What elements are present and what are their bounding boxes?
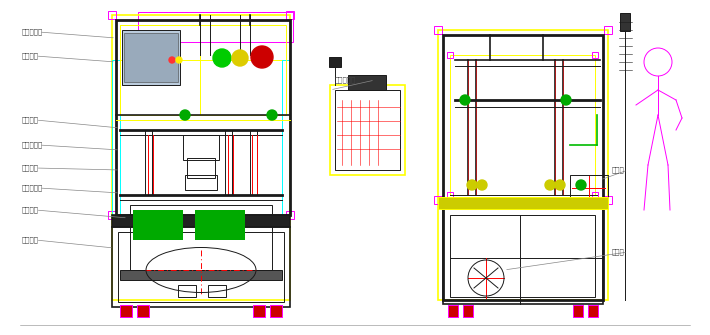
Circle shape bbox=[232, 50, 248, 66]
Bar bbox=[286, 11, 294, 19]
Bar bbox=[118, 232, 284, 302]
Circle shape bbox=[251, 46, 273, 68]
Text: 设备台架: 设备台架 bbox=[22, 237, 39, 243]
Bar bbox=[187, 158, 215, 178]
Text: 底座对话板: 底座对话板 bbox=[22, 185, 43, 191]
Bar bbox=[434, 26, 442, 34]
Text: 顶面压紧杆: 顶面压紧杆 bbox=[22, 142, 43, 148]
Bar bbox=[133, 210, 183, 240]
Text: 漏测检测仪: 漏测检测仪 bbox=[22, 29, 43, 35]
Bar bbox=[112, 227, 290, 307]
Bar bbox=[112, 215, 290, 227]
Circle shape bbox=[555, 180, 565, 190]
Circle shape bbox=[460, 95, 470, 105]
Bar bbox=[573, 305, 583, 317]
Bar bbox=[120, 305, 132, 317]
Bar bbox=[335, 90, 400, 170]
Bar bbox=[330, 85, 405, 175]
Bar bbox=[463, 305, 473, 317]
Bar bbox=[443, 209, 603, 304]
Circle shape bbox=[576, 180, 586, 190]
Bar bbox=[124, 33, 178, 82]
Bar bbox=[450, 55, 595, 195]
Text: 防护罩材: 防护罩材 bbox=[22, 53, 39, 59]
Bar bbox=[448, 305, 458, 317]
Bar bbox=[138, 12, 293, 42]
Bar bbox=[137, 305, 149, 317]
Bar bbox=[178, 285, 196, 297]
Bar bbox=[447, 192, 453, 198]
Bar bbox=[282, 60, 290, 215]
Bar bbox=[120, 25, 200, 115]
Bar bbox=[130, 205, 272, 270]
Circle shape bbox=[467, 180, 477, 190]
Text: 设备立柱: 设备立柱 bbox=[22, 165, 39, 171]
Circle shape bbox=[169, 57, 175, 63]
Bar bbox=[592, 52, 598, 58]
Circle shape bbox=[545, 180, 555, 190]
Circle shape bbox=[561, 95, 571, 105]
Circle shape bbox=[267, 110, 277, 120]
Bar bbox=[185, 175, 217, 190]
Circle shape bbox=[477, 180, 487, 190]
Text: 送料机座: 送料机座 bbox=[22, 207, 39, 213]
Text: 储气罐: 储气罐 bbox=[612, 249, 625, 255]
Bar bbox=[270, 305, 282, 317]
Bar bbox=[120, 25, 286, 115]
Bar bbox=[450, 215, 595, 297]
Bar bbox=[329, 57, 341, 67]
Bar bbox=[108, 11, 116, 19]
Bar bbox=[116, 20, 290, 215]
Bar bbox=[122, 30, 180, 85]
Text: 电气柜: 电气柜 bbox=[612, 167, 625, 173]
Bar bbox=[447, 52, 453, 58]
Bar bbox=[208, 285, 226, 297]
Circle shape bbox=[180, 110, 190, 120]
Bar bbox=[195, 210, 245, 240]
Bar bbox=[588, 305, 598, 317]
Bar bbox=[592, 192, 598, 198]
Bar bbox=[443, 35, 603, 300]
Bar bbox=[108, 211, 116, 219]
Circle shape bbox=[213, 49, 231, 67]
Bar bbox=[570, 175, 608, 205]
Bar bbox=[286, 211, 294, 219]
Bar bbox=[112, 60, 120, 215]
Bar bbox=[183, 135, 219, 160]
Bar bbox=[112, 15, 290, 300]
Circle shape bbox=[176, 57, 182, 63]
Bar bbox=[604, 196, 612, 204]
Bar bbox=[620, 13, 630, 31]
Bar bbox=[120, 270, 282, 280]
Bar bbox=[438, 197, 608, 209]
Text: 一操作面板: 一操作面板 bbox=[335, 77, 356, 83]
Bar bbox=[604, 26, 612, 34]
Bar bbox=[253, 305, 265, 317]
Bar bbox=[438, 30, 608, 300]
Text: 顶面夹具: 顶面夹具 bbox=[22, 117, 39, 123]
Bar bbox=[434, 196, 442, 204]
Bar bbox=[348, 75, 386, 90]
